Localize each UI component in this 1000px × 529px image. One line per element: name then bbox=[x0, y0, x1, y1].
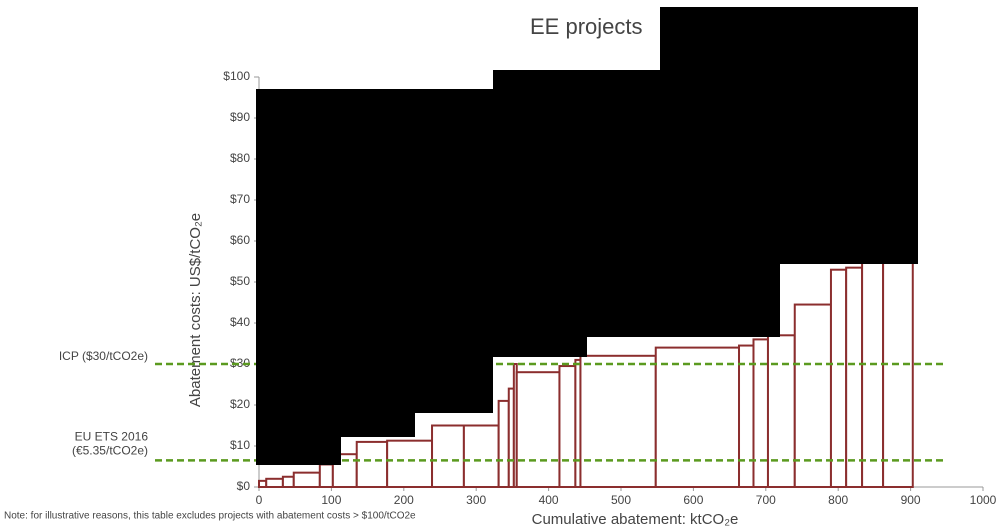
bar bbox=[752, 338, 769, 488]
y-tick-label: $80 bbox=[230, 151, 250, 165]
x-tick-label: 1000 bbox=[970, 493, 997, 507]
x-tick-label: 800 bbox=[828, 493, 848, 507]
bar bbox=[654, 346, 741, 488]
bar bbox=[738, 344, 755, 488]
y-tick-label: $90 bbox=[230, 110, 250, 124]
threshold-label: (€5.35/tCO2e) bbox=[72, 444, 148, 458]
x-tick-label: 0 bbox=[256, 493, 263, 507]
bar bbox=[258, 479, 268, 489]
bar bbox=[431, 424, 465, 488]
x-tick-label: 300 bbox=[466, 493, 486, 507]
y-tick-label: $60 bbox=[230, 233, 250, 247]
redaction bbox=[493, 70, 587, 357]
bar bbox=[386, 439, 434, 489]
bar bbox=[462, 424, 500, 488]
y-tick-label: $20 bbox=[230, 397, 250, 411]
redactions bbox=[256, 7, 918, 465]
bar bbox=[766, 334, 796, 488]
redaction bbox=[256, 89, 341, 465]
note: Note: for illustrative reasons, this tab… bbox=[4, 511, 416, 522]
bar bbox=[861, 260, 885, 488]
threshold-label: ICP ($30/tCO2e) bbox=[59, 349, 148, 363]
y-tick-label: $100 bbox=[223, 69, 250, 83]
chart-title: EE projects bbox=[530, 14, 643, 39]
y-tick-label: $40 bbox=[230, 315, 250, 329]
threshold-label: EU ETS 2016 bbox=[75, 430, 149, 444]
bar bbox=[515, 371, 561, 489]
bar bbox=[793, 303, 832, 488]
y-axis-label: Abatement costs: US$/tCO₂e bbox=[187, 213, 204, 407]
x-axis-label: Cumulative abatement: ktCO₂e bbox=[532, 511, 739, 528]
x-tick-label: 100 bbox=[321, 493, 341, 507]
y-tick-label: $10 bbox=[230, 438, 250, 452]
y-tick-label: $50 bbox=[230, 274, 250, 288]
y-tick-label: $0 bbox=[237, 479, 251, 493]
bar bbox=[265, 477, 284, 488]
bar bbox=[579, 354, 657, 488]
bar bbox=[558, 365, 577, 488]
plot: $0 $10 $20 $30 $40 $50 $60 $70 $80 $90 $100 0 100 200… bbox=[59, 69, 997, 507]
bar bbox=[355, 440, 389, 488]
redaction bbox=[415, 89, 493, 413]
bar bbox=[497, 399, 510, 488]
redaction bbox=[660, 7, 918, 264]
bar bbox=[845, 266, 864, 488]
x-tick-label: 500 bbox=[611, 493, 631, 507]
y-tick-label: $30 bbox=[230, 356, 250, 370]
y-tick-label: $70 bbox=[230, 192, 250, 206]
x-tick-label: 600 bbox=[683, 493, 703, 507]
bar bbox=[281, 475, 295, 488]
x-tick-label: 400 bbox=[539, 493, 559, 507]
x-tick-label: 900 bbox=[901, 493, 921, 507]
x-tick-label: 700 bbox=[756, 493, 776, 507]
bar bbox=[829, 268, 848, 489]
redaction bbox=[341, 89, 415, 437]
bar bbox=[318, 463, 334, 489]
x-tick-label: 200 bbox=[394, 493, 414, 507]
bar bbox=[292, 471, 321, 488]
